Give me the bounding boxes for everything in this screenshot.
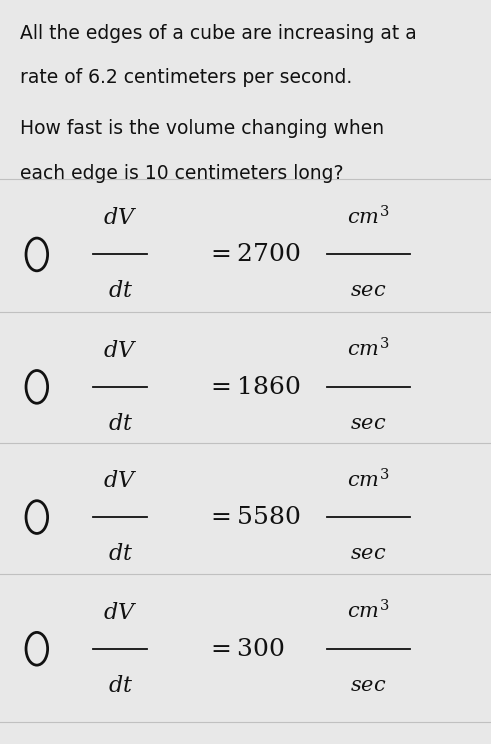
Text: $dV$: $dV$ xyxy=(103,470,137,491)
Text: $sec$: $sec$ xyxy=(350,675,386,695)
Text: $sec$: $sec$ xyxy=(350,413,386,433)
Text: $= 5580$: $= 5580$ xyxy=(206,505,300,529)
Text: $cm^3$: $cm^3$ xyxy=(347,600,389,623)
Text: $= 2700$: $= 2700$ xyxy=(206,243,300,266)
Text: $dt$: $dt$ xyxy=(108,413,133,434)
Text: $= 300$: $= 300$ xyxy=(206,637,285,661)
Text: $dt$: $dt$ xyxy=(108,675,133,696)
Text: $dt$: $dt$ xyxy=(108,543,133,564)
Text: $dt$: $dt$ xyxy=(108,280,133,301)
Text: All the edges of a cube are increasing at a: All the edges of a cube are increasing a… xyxy=(20,24,416,43)
Text: $cm^3$: $cm^3$ xyxy=(347,468,389,491)
Text: How fast is the volume changing when: How fast is the volume changing when xyxy=(20,119,384,138)
Text: $dV$: $dV$ xyxy=(103,602,137,623)
Text: each edge is 10 centimeters long?: each edge is 10 centimeters long? xyxy=(20,164,343,183)
Text: rate of 6.2 centimeters per second.: rate of 6.2 centimeters per second. xyxy=(20,68,352,88)
Text: $dV$: $dV$ xyxy=(103,340,137,361)
Text: $dV$: $dV$ xyxy=(103,208,137,228)
Text: $sec$: $sec$ xyxy=(350,543,386,563)
Text: $= 1860$: $= 1860$ xyxy=(206,375,300,399)
Text: $cm^3$: $cm^3$ xyxy=(347,338,389,361)
Text: $cm^3$: $cm^3$ xyxy=(347,205,389,228)
Text: $sec$: $sec$ xyxy=(350,280,386,301)
